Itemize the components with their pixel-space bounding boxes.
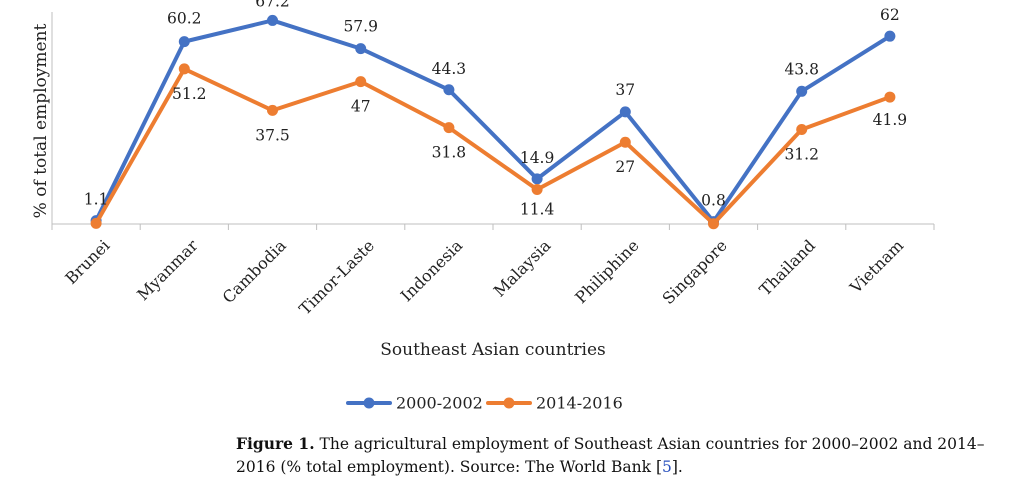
chart-data-labels: 1.1 60.2 67.2 57.9 44.3 14.9 37 0.8 43.8 62 51.2 37… — [84, 0, 907, 218]
data-point-2014-2016 — [619, 136, 631, 148]
chart-axes: Brunei Myanmar Cambodia Timor-Laste Indonesi… — [51, 12, 935, 319]
chart-legend: 2000-2002 2014-2016 — [346, 394, 623, 413]
data-label: 37 — [615, 81, 635, 99]
data-label: 14.9 — [520, 149, 555, 167]
x-tick-label: Timor-Laste — [295, 236, 378, 319]
data-point-2014-2016 — [267, 104, 278, 116]
y-axis-title: % of total employment — [31, 24, 51, 219]
data-label: 47 — [351, 98, 371, 116]
legend-marker-2014-2016 — [503, 397, 515, 409]
caption-tail: ]. — [671, 458, 683, 476]
data-label: 67.2 — [255, 0, 290, 10]
caption-text: The agricultural employment of Southeast… — [236, 435, 985, 476]
x-tick-label: Myanmar — [133, 236, 202, 305]
series-line-2014-2016 — [94, 66, 892, 226]
legend-label: 2014-2016 — [536, 394, 623, 413]
data-point-2014-2016 — [884, 91, 896, 103]
reference-link[interactable]: 5 — [662, 458, 672, 476]
data-label: 1.1 — [84, 191, 109, 209]
legend-label: 2000-2002 — [396, 394, 483, 413]
data-point-2000-2002 — [531, 173, 543, 185]
data-label: 31.8 — [432, 144, 467, 162]
x-tick-label: Cambodia — [219, 236, 291, 308]
data-label: 62 — [880, 6, 900, 24]
data-point-2014-2016 — [178, 63, 190, 75]
data-point-2000-2002 — [267, 14, 278, 26]
chart-marks — [90, 14, 896, 230]
data-point-2000-2002 — [443, 84, 455, 96]
data-label: 37.5 — [255, 126, 290, 144]
data-point-2014-2016 — [90, 217, 102, 229]
data-point-2014-2016 — [531, 183, 543, 195]
data-point-2000-2002 — [796, 85, 808, 97]
data-label: 31.2 — [784, 145, 819, 163]
x-tick-label: Philiphine — [571, 236, 642, 307]
data-point-2000-2002 — [619, 106, 631, 118]
data-point-2000-2002 — [884, 30, 896, 42]
data-point-2014-2016 — [708, 218, 719, 230]
data-label: 44.3 — [432, 60, 467, 78]
data-point-2014-2016 — [796, 123, 808, 135]
data-label: 27 — [615, 158, 635, 176]
data-label: 51.2 — [172, 85, 207, 103]
data-label: 60.2 — [167, 10, 202, 28]
x-tick-label: Singapore — [659, 236, 731, 308]
x-tick-label: Brunei — [61, 236, 113, 288]
data-label: 0.8 — [701, 192, 726, 210]
figure-caption: Figure 1. The agricultural employment of… — [236, 432, 1006, 479]
data-point-2014-2016 — [355, 76, 367, 88]
figure-label: Figure 1. — [236, 434, 315, 453]
data-label: 11.4 — [520, 200, 555, 218]
x-tick-label: Indonesia — [397, 236, 467, 306]
x-tick-label: Thailand — [755, 236, 819, 300]
data-point-2000-2002 — [355, 43, 367, 55]
x-tick-label: Vietnam — [845, 236, 907, 298]
data-label: 43.8 — [784, 60, 819, 78]
x-axis-title: Southeast Asian countries — [380, 340, 606, 360]
series-line-2000-2002 — [94, 18, 892, 224]
x-tick-label: Malaysia — [490, 236, 555, 301]
data-label: 57.9 — [343, 18, 378, 36]
data-label: 41.9 — [873, 111, 908, 129]
data-point-2000-2002 — [178, 36, 190, 48]
data-point-2014-2016 — [443, 122, 455, 134]
legend-marker-2000-2002 — [363, 397, 375, 409]
